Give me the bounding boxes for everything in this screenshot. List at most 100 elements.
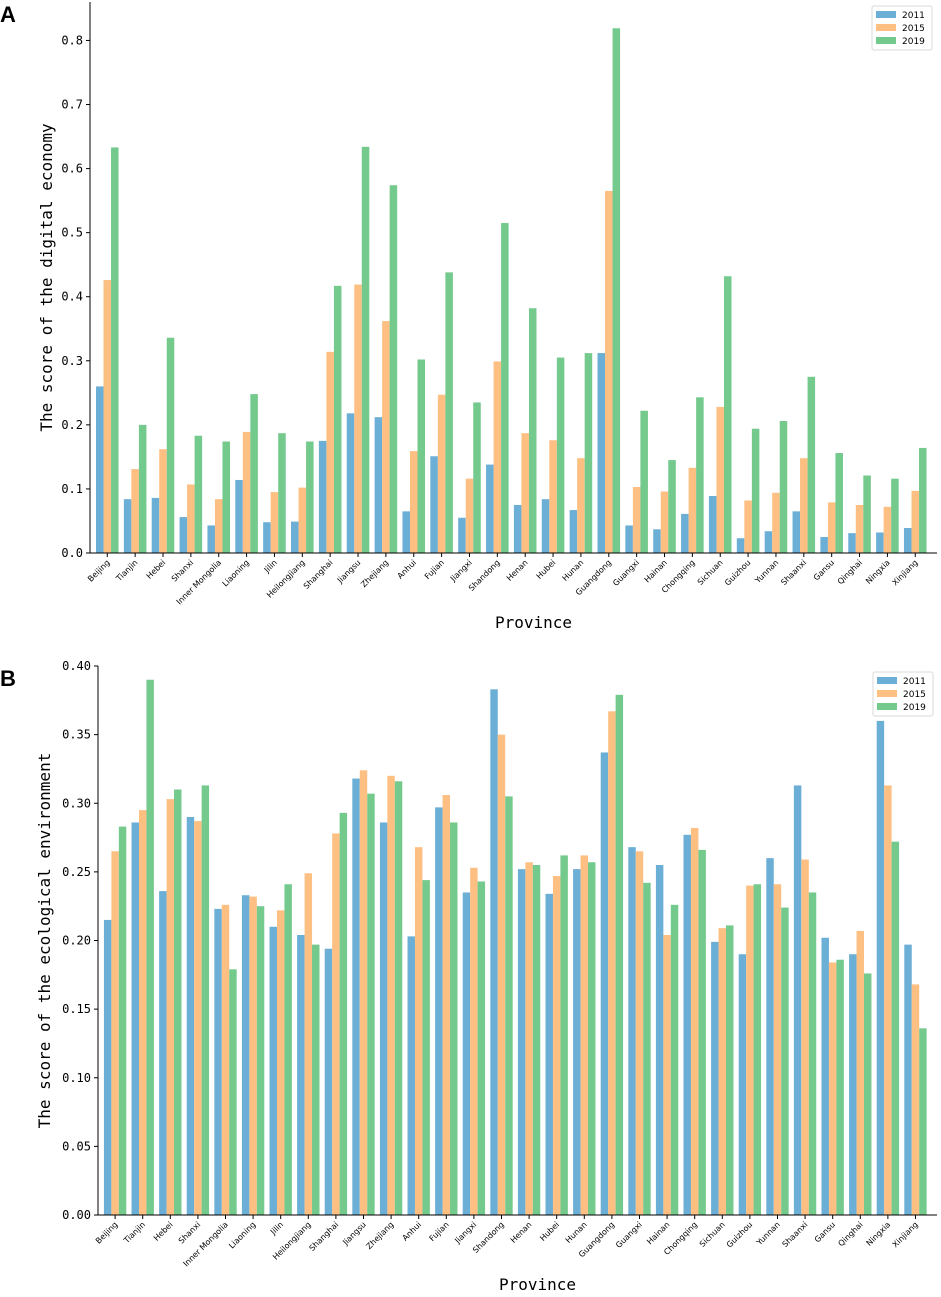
y-tick-label: 0.10: [62, 1071, 91, 1085]
bar-2011-jiangsu: [346, 413, 355, 553]
bar-2019-beijing: [111, 147, 119, 553]
bar-2011-sichuan: [711, 941, 719, 1215]
bar-2011-hunan: [569, 510, 578, 553]
panel-a-bars: [95, 28, 927, 554]
bar-2015-zhejiang: [382, 321, 390, 553]
x-tick-label: Guizhou: [725, 1220, 755, 1250]
x-tick-label: Sichuan: [696, 558, 725, 587]
bar-2015-guangxi: [635, 851, 644, 1215]
x-tick-label: Jiangxi: [452, 1220, 478, 1246]
bar-2019-yunnan: [779, 421, 788, 553]
legend-label-2015: 2015: [902, 24, 925, 34]
bar-2015-beijing: [103, 280, 112, 553]
bar-2019-shanghai: [333, 285, 342, 553]
x-tick-label: Liaoning: [221, 558, 251, 588]
bar-2019-jiangsu: [367, 793, 375, 1215]
bar-2019-hainan: [670, 904, 679, 1215]
bar-2015-henan: [521, 433, 529, 553]
x-tick-label: Shanghai: [302, 558, 335, 591]
bar-2019-ningxia: [891, 841, 900, 1215]
y-tick-label: 0.4: [61, 290, 83, 304]
bar-2015-jiangxi: [470, 867, 478, 1215]
y-tick-label: 0.15: [62, 1002, 91, 1016]
x-tick-label: Hubei: [538, 1220, 561, 1243]
x-tick-label: Guangxi: [611, 558, 641, 588]
bar-2019-henan: [532, 865, 541, 1215]
bar-2015-yunnan: [772, 492, 780, 553]
y-tick-label: 0.25: [62, 865, 91, 879]
bar-2011-anhui: [402, 511, 410, 553]
bar-2011-jilin: [269, 926, 277, 1215]
bar-2015-heilongjiang: [304, 873, 313, 1215]
bar-2011-liaoning: [241, 895, 250, 1215]
x-tick-label: Xinjiang: [891, 1220, 920, 1249]
x-tick-label: Hebei: [152, 1220, 175, 1243]
bar-2019-henan: [528, 308, 537, 553]
bar-2015-gansu: [827, 502, 836, 553]
bar-2015-guizhou: [744, 500, 752, 553]
y-tick-label: 0.3: [61, 354, 83, 368]
bar-2019-shanxi: [194, 435, 203, 553]
bar-2011-jiangxi: [458, 517, 466, 553]
bar-2015-beijing: [111, 851, 119, 1215]
bar-2015-fujian: [442, 795, 451, 1215]
bar-2015-hunan: [580, 855, 589, 1215]
bar-2019-hubei: [560, 855, 568, 1215]
bar-2015-xinjiang: [911, 490, 920, 553]
bar-2019-heilongjiang: [306, 441, 314, 553]
y-tick-label: 0.0: [61, 546, 83, 560]
bar-2011-heilongjiang: [291, 521, 299, 553]
bar-2019-liaoning: [256, 906, 265, 1215]
bar-2015-qinghai: [855, 504, 864, 553]
y-tick-label: 0.1: [61, 482, 83, 496]
legend-label-2011: 2011: [902, 11, 925, 21]
bar-2019-xinjiang: [919, 1028, 927, 1215]
bar-2019-hunan: [588, 862, 596, 1215]
bar-2019-zhejiang: [394, 781, 403, 1215]
y-tick-label: 0.2: [61, 418, 83, 432]
x-tick-label: Anhui: [401, 1220, 424, 1243]
x-tick-label: Beijing: [86, 558, 112, 584]
bar-2015-shanghai: [326, 351, 334, 553]
bar-2015-hebei: [166, 799, 175, 1215]
bar-2011-fujian: [435, 807, 443, 1215]
bar-2011-jilin: [263, 522, 271, 553]
bar-2019-guizhou: [753, 884, 762, 1215]
bar-2011-shaanxi: [792, 511, 801, 553]
x-tick-label: Jilin: [262, 558, 279, 575]
x-tick-label: Xinjiang: [890, 558, 919, 587]
bar-2019-sichuan: [724, 276, 732, 553]
bar-2015-chongqing: [690, 827, 699, 1215]
bar-2015-guangdong: [605, 191, 613, 553]
bar-2015-jilin: [276, 910, 285, 1215]
panel-a-y-ticks: 0.0 0.1 0.2 0.3 0.4 0.5 0.6 0.7 0.8: [61, 33, 90, 560]
bar-2015-anhui: [414, 847, 423, 1215]
bar-2019-shandong: [501, 223, 509, 554]
bar-2015-chongqing: [688, 467, 697, 553]
bar-2015-liaoning: [249, 896, 257, 1215]
bar-2011-henan: [517, 869, 526, 1215]
bar-2011-hubei: [545, 893, 553, 1215]
panel-a-legend: 2011 2015 2019: [871, 5, 933, 51]
bar-2019-shaanxi: [808, 892, 817, 1215]
panel-a-chart: A 0.0 0.1 0.2 0.3 0.4 0.5 0.6 0.7 0.8 Beijing Tia…: [0, 2, 937, 632]
bar-2011-guangxi: [625, 525, 633, 553]
x-tick-label: Ningxia: [864, 558, 892, 586]
legend-swatch-2019: [877, 703, 897, 710]
x-tick-label: Hunan: [560, 558, 585, 583]
bar-2015-sichuan: [718, 928, 727, 1215]
x-tick-label: Fujian: [423, 558, 446, 581]
x-tick-label: Hunan: [564, 1220, 589, 1245]
bar-2015-guangdong: [608, 711, 616, 1215]
bar-2015-jiangsu: [354, 284, 362, 553]
bar-2011-gansu: [820, 536, 828, 553]
y-tick-label: 0.40: [62, 659, 91, 673]
bar-2015-heilongjiang: [298, 487, 307, 553]
bar-2015-jiangxi: [465, 478, 474, 553]
bar-2011-fujian: [430, 456, 438, 553]
x-tick-label: Guangxi: [614, 1220, 644, 1250]
x-tick-label: Zhejiang: [364, 1220, 395, 1251]
bar-2019-jilin: [284, 884, 292, 1215]
bar-2019-anhui: [422, 880, 430, 1215]
bar-2011-beijing: [103, 919, 112, 1215]
